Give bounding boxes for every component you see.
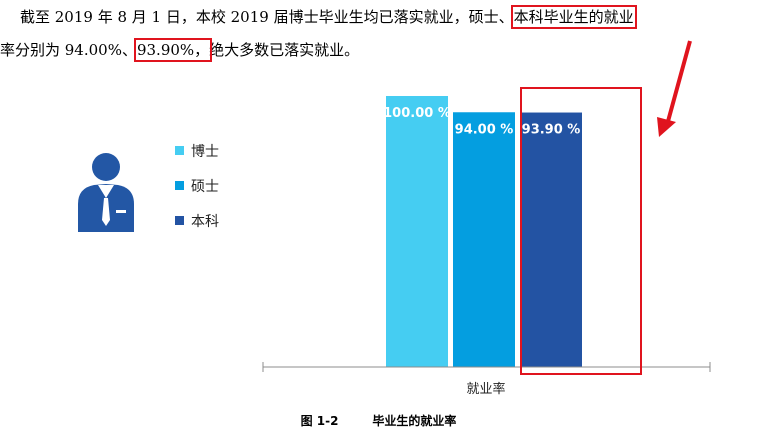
legend-swatch — [175, 146, 184, 155]
paragraph-line-1: 截至 2019 年 8 月 1 日，本校 2019 届博士毕业生均已落实就业，硕… — [20, 5, 757, 29]
legend-label: 本科 — [191, 214, 219, 230]
paragraph-text: 率分别为 94.00%、 — [0, 41, 137, 59]
bar-本科 — [520, 112, 582, 367]
annotation-arrowhead — [657, 117, 676, 137]
bar-value-label: 94.00 % — [455, 122, 514, 137]
paragraph-text: 绝大多数已落实就业。 — [209, 41, 360, 59]
legend: 博士 硕士 本科 — [175, 143, 219, 230]
bars: 100.00 % 94.00 % 93.90 % — [383, 96, 582, 367]
annotation-box — [520, 87, 642, 375]
bar-硕士 — [453, 112, 515, 367]
businessman-icon — [78, 153, 134, 232]
figure-title: 毕业生的就业率 — [372, 414, 457, 428]
legend-label: 硕士 — [191, 179, 219, 195]
category-label: 就业率 — [466, 381, 505, 397]
highlighted-text: 本科毕业生的就业 — [510, 5, 637, 29]
bar-value-label: 100.00 % — [383, 106, 451, 121]
figure-number: 图 1-2 — [300, 414, 339, 428]
paragraph-text: 截至 2019 年 8 月 1 日，本校 2019 届博士毕业生均已落实就业，硕… — [20, 8, 514, 26]
annotation-arrow — [665, 40, 692, 126]
bar-value-label: 93.90 % — [522, 123, 581, 138]
paragraph-line-2: 率分别为 94.00%、93.90%，绝大多数已落实就业。 — [0, 38, 757, 62]
highlighted-value: 93.90%， — [133, 38, 213, 62]
legend-swatch — [175, 216, 184, 225]
legend-swatch — [175, 181, 184, 190]
figure-caption: 图 1-2 毕业生的就业率 — [0, 412, 757, 429]
bar-博士 — [386, 96, 448, 367]
legend-label: 博士 — [191, 143, 219, 160]
